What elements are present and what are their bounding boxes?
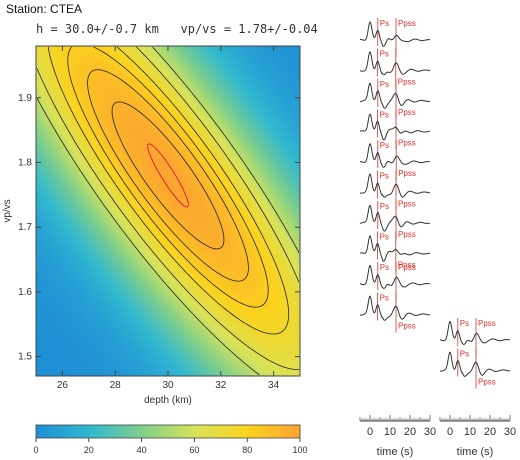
rf-waveform	[360, 235, 430, 262]
y-tick-label: 1.5	[18, 352, 32, 363]
ppss-phase-label: Ppss	[398, 19, 416, 28]
ppss-phase-label: Ppss	[398, 108, 416, 117]
rf-trace-row: Ps Ppss	[359, 201, 431, 241]
colorbar-tick-label: 0	[33, 445, 38, 455]
rf-waveform	[359, 113, 430, 141]
ps-phase-label: Ps	[380, 80, 389, 89]
contour-level-82	[67, 46, 269, 308]
colorbar-tick-label: 80	[242, 445, 252, 455]
rf-waveform	[359, 51, 431, 76]
ps-phase-label: Ps	[380, 233, 389, 242]
x-axis-label: depth (km)	[144, 395, 192, 406]
ppss-phase-label: Ppss	[398, 169, 416, 178]
x-tick-label: 26	[57, 380, 69, 391]
x-axis-ticks: 26 28 30 32 34	[57, 46, 280, 391]
time-tick-label: 10	[384, 426, 396, 438]
rf-trace-row: Ps Ppss	[440, 348, 510, 389]
time-axis-label: time (s)	[457, 446, 494, 458]
best-fit-ellipse	[147, 143, 189, 208]
y-axis-ticks: 1.5 1.6 1.7 1.8 1.9	[18, 93, 300, 363]
colorbar-bar	[35, 424, 301, 439]
colorbar-tick-label: 40	[137, 445, 147, 455]
ppss-phase-label: Ppss	[478, 319, 496, 328]
ppss-phase-label: Ppss	[398, 230, 416, 239]
rf-waveform	[359, 264, 431, 289]
x-tick-label: 34	[268, 380, 280, 391]
rf-waveform	[359, 142, 430, 168]
ps-phase-label: Ps	[380, 294, 389, 303]
rf-trace-row: Ps Ppss	[359, 79, 431, 119]
y-axis-label: vp/vs	[2, 199, 13, 222]
x-tick-label: 28	[110, 380, 122, 391]
contour-level-75	[47, 46, 290, 335]
heatmap-panel: 26 28 30 32 34 1.5 1.6 1.7 1.8 1.9 depth (km) vp…	[2, 45, 301, 406]
rf-waveform	[359, 204, 431, 232]
contour-level-65	[36, 46, 300, 370]
rf-trace-row: Ps Ppss	[359, 170, 430, 211]
time-axis-label: time (s)	[377, 446, 414, 458]
rf-waveform	[440, 351, 510, 377]
contour-level-94	[111, 101, 225, 250]
time-tick-label: 10	[464, 426, 476, 438]
ps-phase-label: Ps	[460, 350, 469, 359]
rf-waveform	[359, 173, 430, 198]
y-tick-label: 1.7	[18, 222, 32, 233]
time-tick-label: 0	[447, 426, 453, 438]
station-title: Station: CTEA	[6, 2, 83, 16]
ppss-phase-label: Ppss	[398, 139, 416, 148]
time-tick-label: 30	[504, 426, 516, 438]
x-tick-label: 32	[215, 380, 227, 391]
rf-trace-row: Ps Ppss	[359, 140, 430, 180]
time-tick-label: 20	[484, 426, 496, 438]
ppss-phase-label: Ppss	[478, 378, 496, 387]
ppss-phase-label: Ppss	[398, 78, 416, 87]
x-tick-label: 30	[162, 380, 174, 391]
rf-waveform	[360, 295, 430, 321]
ps-phase-label: Ps	[460, 319, 469, 328]
ppss-phase-label: Ppss	[398, 261, 416, 270]
y-tick-label: 1.9	[18, 93, 32, 104]
ps-phase-label: Ps	[380, 111, 389, 120]
ppss-phase-label: Ppss	[398, 200, 416, 209]
ppss-phase-label: Ppss	[398, 263, 416, 272]
time-tick-label: 0	[367, 426, 373, 438]
ppss-phase-label: Ppss	[398, 322, 416, 331]
rf-waveform	[360, 21, 430, 47]
best-fit-marker	[147, 143, 189, 208]
ps-phase-label: Ps	[380, 19, 389, 28]
result-summary: h = 30.0+/-0.7 km vp/vs = 1.78+/-0.04	[36, 22, 318, 36]
contour-level-55	[36, 46, 300, 376]
ps-phase-label: Ps	[380, 172, 389, 181]
rf-trace-row: Ps Ppss	[359, 48, 431, 89]
colorbar-tick-label: 20	[84, 445, 94, 455]
ps-phase-label: Ps	[380, 50, 389, 59]
ps-phase-label: Ps	[380, 141, 389, 150]
ps-phase-label: Ps	[380, 263, 389, 272]
rf-trace-row: Ps Ppss	[360, 292, 430, 333]
colorbar: 0 20 40 60 80 100	[33, 424, 308, 455]
colorbar-tick-label: 100	[292, 445, 307, 455]
colorbar-tick-label: 60	[189, 445, 199, 455]
receiver-function-panel: Ps Ppss Ps Ppss Ps Ppss Ps Ppss Ps Ppss Ps Ppss Ps Pp…	[359, 18, 511, 389]
contour-level-88	[87, 69, 249, 282]
time-axes: 0 10 20 30 time (s) 0 10 20 30 time (s)	[359, 415, 516, 458]
time-tick-label: 20	[404, 426, 416, 438]
rf-trace-row: Ps Ppss	[359, 262, 431, 302]
rf-waveform	[439, 320, 511, 345]
time-tick-label: 30	[424, 426, 436, 438]
rf-waveform	[359, 82, 431, 109]
ps-phase-label: Ps	[380, 202, 389, 211]
rf-trace-row: Ps Ppss	[439, 318, 511, 358]
y-tick-label: 1.6	[18, 287, 32, 298]
contour-lines	[36, 46, 300, 376]
y-tick-label: 1.8	[18, 157, 32, 168]
colorbar-ticks: 0 20 40 60 80 100	[33, 438, 308, 455]
